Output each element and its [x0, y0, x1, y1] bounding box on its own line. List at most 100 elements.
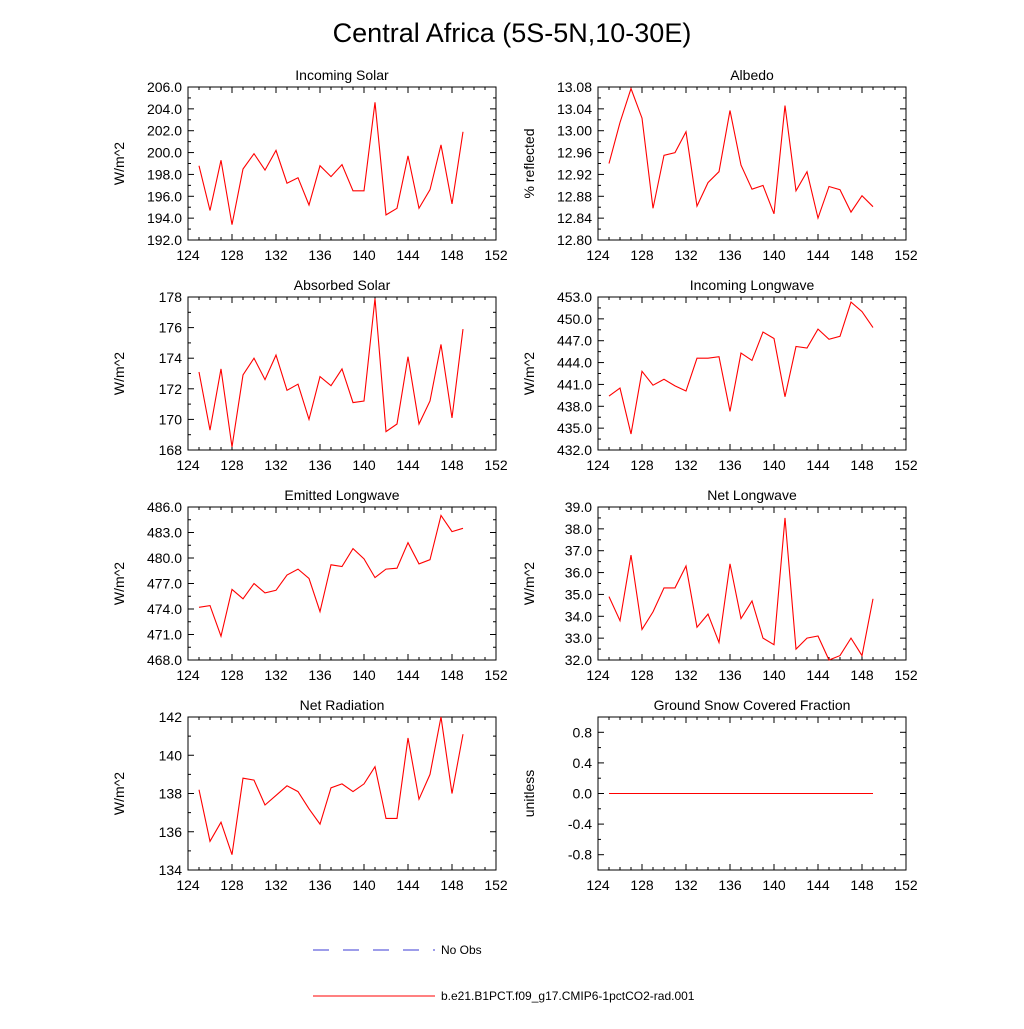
- y-tick-label: 441.0: [557, 376, 592, 392]
- x-tick-label: 124: [176, 457, 200, 473]
- panel-6: Net Radiation W/m^2 124 128 132 136 140 144 148 1…: [111, 697, 508, 893]
- x-tick-label: 136: [308, 877, 332, 893]
- y-tick-label: 39.0: [565, 499, 592, 515]
- x-tick-label: 148: [440, 667, 464, 683]
- panel-1: Albedo % reflected 124 128 132 136 140 144 148 15…: [521, 67, 918, 263]
- y-axis-label: W/m^2: [111, 352, 127, 395]
- y-tick-label: -0.8: [568, 847, 592, 863]
- y-tick-label: 172: [159, 381, 183, 397]
- plot-frame: [187, 296, 497, 451]
- y-axis-label: W/m^2: [111, 142, 127, 185]
- y-tick-label: 13.08: [557, 79, 592, 95]
- y-tick-label: 134: [159, 862, 183, 878]
- x-tick-label: 144: [806, 667, 830, 683]
- x-tick-label: 144: [806, 247, 830, 263]
- x-tick-label: 136: [308, 667, 332, 683]
- plot-frame: [187, 86, 497, 241]
- x-tick-label: 132: [264, 457, 288, 473]
- x-tick-label: 148: [850, 877, 874, 893]
- y-tick-label: 477.0: [147, 576, 182, 592]
- x-tick-label: 152: [484, 247, 508, 263]
- panel-title: Net Longwave: [707, 487, 797, 503]
- y-tick-label: 136: [159, 824, 183, 840]
- y-tick-label: 192.0: [147, 232, 182, 248]
- x-tick-label: 152: [484, 877, 508, 893]
- x-tick-label: 124: [176, 247, 200, 263]
- panel-title: Incoming Solar: [295, 67, 389, 83]
- series-line-0: [198, 102, 464, 225]
- x-tick-label: 124: [176, 667, 200, 683]
- panels: Incoming Solar W/m^2 124 128 132 136 140 144 148…: [111, 67, 918, 893]
- x-tick-label: 148: [440, 877, 464, 893]
- y-tick-label: 12.92: [557, 166, 592, 182]
- panel-title: Albedo: [730, 67, 774, 83]
- legend-label: b.e21.B1PCT.f09_g17.CMIP6-1pctCO2-rad.00…: [441, 989, 695, 1003]
- x-tick-label: 128: [630, 667, 654, 683]
- x-tick-label: 144: [806, 457, 830, 473]
- x-tick-label: 148: [440, 247, 464, 263]
- x-tick-label: 132: [674, 247, 698, 263]
- x-tick-label: 148: [850, 457, 874, 473]
- y-tick-label: 474.0: [147, 601, 182, 617]
- x-tick-label: 144: [396, 877, 420, 893]
- y-axis-label: W/m^2: [111, 562, 127, 605]
- series-line-0: [198, 716, 464, 855]
- x-tick-label: 132: [674, 667, 698, 683]
- series-line-0: [198, 514, 464, 639]
- y-tick-label: 12.80: [557, 232, 592, 248]
- y-tick-label: 142: [159, 709, 183, 725]
- y-tick-label: 0.0: [573, 786, 593, 802]
- panel-3: Incoming Longwave W/m^2 124 128 132 136 140 144…: [521, 277, 918, 473]
- y-axis-label: unitless: [521, 770, 537, 817]
- y-tick-label: 13.04: [557, 101, 592, 117]
- x-tick-label: 140: [352, 667, 376, 683]
- series-line-0: [198, 298, 464, 447]
- x-tick-label: 128: [220, 247, 244, 263]
- y-tick-label: 140: [159, 747, 183, 763]
- x-tick-label: 132: [264, 247, 288, 263]
- panel-5: Net Longwave W/m^2 124 128 132 136 140 144 148 15…: [521, 487, 918, 683]
- plot-frame: [187, 716, 497, 871]
- figure-title: Central Africa (5S-5N,10-30E): [333, 18, 692, 48]
- x-tick-label: 128: [630, 877, 654, 893]
- x-tick-label: 124: [586, 667, 610, 683]
- x-tick-label: 152: [894, 457, 918, 473]
- y-tick-label: 471.0: [147, 627, 182, 643]
- plot-frame: [187, 506, 497, 661]
- legend-label: No Obs: [441, 943, 482, 957]
- x-tick-label: 152: [894, 247, 918, 263]
- y-tick-label: -0.4: [568, 816, 592, 832]
- y-axis-label: % reflected: [521, 128, 537, 198]
- series-line-0: [608, 86, 874, 221]
- y-tick-label: 12.88: [557, 188, 592, 204]
- panel-title: Absorbed Solar: [294, 277, 391, 293]
- x-tick-label: 136: [308, 247, 332, 263]
- y-tick-label: 435.0: [557, 420, 592, 436]
- x-tick-label: 148: [850, 667, 874, 683]
- x-tick-label: 124: [176, 877, 200, 893]
- y-tick-label: 12.84: [557, 210, 592, 226]
- panel-title: Ground Snow Covered Fraction: [654, 697, 851, 713]
- x-tick-label: 124: [586, 457, 610, 473]
- x-tick-label: 152: [484, 457, 508, 473]
- x-tick-label: 152: [894, 877, 918, 893]
- panel-title: Incoming Longwave: [690, 277, 815, 293]
- y-tick-label: 168: [159, 442, 183, 458]
- x-tick-label: 148: [440, 457, 464, 473]
- y-tick-label: 34.0: [565, 608, 592, 624]
- y-tick-label: 38.0: [565, 521, 592, 537]
- x-tick-label: 136: [308, 457, 332, 473]
- y-tick-label: 0.4: [573, 755, 593, 771]
- y-tick-label: 174: [159, 350, 183, 366]
- y-tick-label: 483.0: [147, 525, 182, 541]
- x-tick-label: 132: [674, 457, 698, 473]
- x-tick-label: 144: [806, 877, 830, 893]
- y-tick-label: 198.0: [147, 166, 182, 182]
- y-tick-label: 204.0: [147, 101, 182, 117]
- plot-frame: [597, 86, 907, 241]
- y-tick-label: 176: [159, 320, 183, 336]
- y-tick-label: 33.0: [565, 630, 592, 646]
- x-tick-label: 152: [894, 667, 918, 683]
